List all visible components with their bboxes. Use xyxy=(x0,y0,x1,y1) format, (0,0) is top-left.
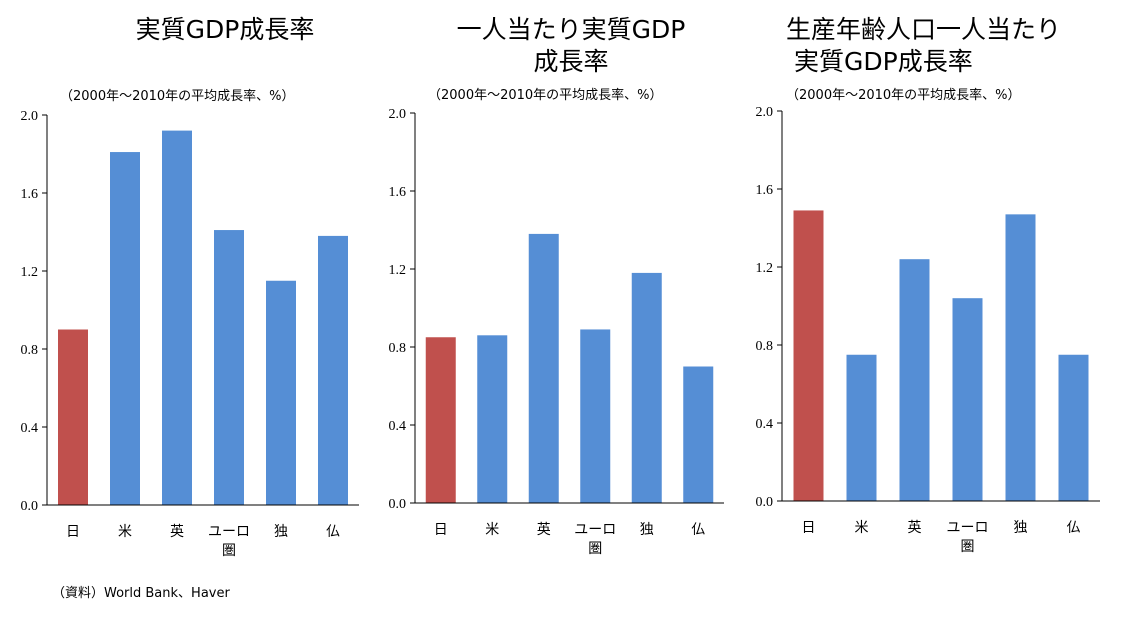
chart-title-line-1: 実質GDP成長率 xyxy=(135,15,315,44)
y-tick-label: 1.2 xyxy=(21,265,39,280)
chart-title-line-1: 生産年齢人口一人当たり xyxy=(786,15,1062,44)
bar xyxy=(899,259,930,501)
x-category-label: 圏 xyxy=(588,541,602,557)
bar xyxy=(266,280,296,505)
x-category-label: ユーロ xyxy=(208,524,250,540)
chart-panel-3: 生産年齢人口一人当たり 実質GDP成長率 （2000年～2010年の平均成長率、… xyxy=(740,0,1134,600)
x-category-label: 日 xyxy=(66,524,80,540)
bar xyxy=(58,329,88,505)
y-tick-label: 1.6 xyxy=(21,187,39,202)
y-tick-label: 0.4 xyxy=(389,419,407,434)
y-tick-label: 2.0 xyxy=(389,107,407,122)
bar xyxy=(952,298,983,501)
y-tick-label: 2.0 xyxy=(21,109,39,124)
chart-panel-1: 実質GDP成長率 （2000年～2010年の平均成長率、%） 0.0 0.4 0.8… xyxy=(0,0,370,600)
bar xyxy=(528,233,559,503)
x-category-label: 独 xyxy=(640,522,654,538)
y-tick-label: 1.2 xyxy=(389,263,407,278)
y-tick-label: 0.8 xyxy=(756,339,774,354)
x-category-label: 英 xyxy=(170,523,184,540)
x-category-label: 独 xyxy=(274,524,288,540)
bar xyxy=(318,235,348,505)
y-tick-label: 1.6 xyxy=(756,183,774,198)
bar xyxy=(110,152,140,506)
x-category-label: 米 xyxy=(485,522,499,538)
chart-title-line-2: 成長率 xyxy=(533,47,609,76)
x-category-label: 日 xyxy=(434,522,448,538)
y-tick-label: 0.0 xyxy=(756,495,774,510)
y-tick-label: 1.6 xyxy=(389,185,407,200)
bar xyxy=(846,354,877,501)
source-note: （資料）World Bank、Haver xyxy=(52,586,230,601)
chart-title: 一人当たり実質GDP 成長率 xyxy=(426,14,716,78)
x-category-label: 英 xyxy=(908,519,922,536)
chart-subtitle: （2000年～2010年の平均成長率、%） xyxy=(786,88,1021,103)
bar xyxy=(683,366,714,503)
x-category-label: 圏 xyxy=(961,539,975,555)
y-tick-label: 0.4 xyxy=(21,421,39,436)
chart-subtitle: （2000年～2010年の平均成長率、%） xyxy=(60,89,295,104)
bar xyxy=(793,210,824,501)
y-tick-label: 2.0 xyxy=(756,105,774,120)
y-tick-label: 0.8 xyxy=(389,341,407,356)
x-category-label: ユーロ xyxy=(947,520,989,536)
bar xyxy=(477,335,508,503)
x-category-label: 仏 xyxy=(1067,520,1081,536)
x-category-label: 日 xyxy=(802,520,816,536)
y-tick-label: 0.8 xyxy=(21,343,39,358)
y-tick-label: 0.0 xyxy=(21,499,39,514)
x-category-label: 圏 xyxy=(222,543,236,559)
y-tick-label: 0.0 xyxy=(389,497,407,512)
chart-subtitle: （2000年～2010年の平均成長率、%） xyxy=(428,88,663,103)
x-category-label: 米 xyxy=(118,524,132,540)
y-tick-label: 0.4 xyxy=(756,417,774,432)
x-category-label: 仏 xyxy=(326,524,340,540)
chart-title: 実質GDP成長率 xyxy=(100,14,350,46)
bar xyxy=(214,230,244,506)
x-category-label: ユーロ xyxy=(574,522,616,538)
bar xyxy=(580,329,611,503)
bar xyxy=(1058,354,1089,501)
bar xyxy=(631,272,662,503)
chart-title-line-2: 実質GDP成長率 xyxy=(794,47,973,76)
x-category-label: 仏 xyxy=(691,522,705,538)
chart-panel-2: 一人当たり実質GDP 成長率 （2000年～2010年の平均成長率、%） 0.0… xyxy=(370,0,740,600)
x-category-label: 英 xyxy=(537,521,551,538)
chart-title-line-1: 一人当たり実質GDP xyxy=(456,15,686,44)
y-tick-label: 1.2 xyxy=(756,261,774,276)
x-category-label: 独 xyxy=(1014,520,1028,536)
x-category-label: 米 xyxy=(855,520,869,536)
chart-title: 生産年齢人口一人当たり 実質GDP成長率 xyxy=(786,14,1116,78)
bar xyxy=(425,337,456,503)
bar xyxy=(162,130,192,505)
bar xyxy=(1005,214,1036,501)
